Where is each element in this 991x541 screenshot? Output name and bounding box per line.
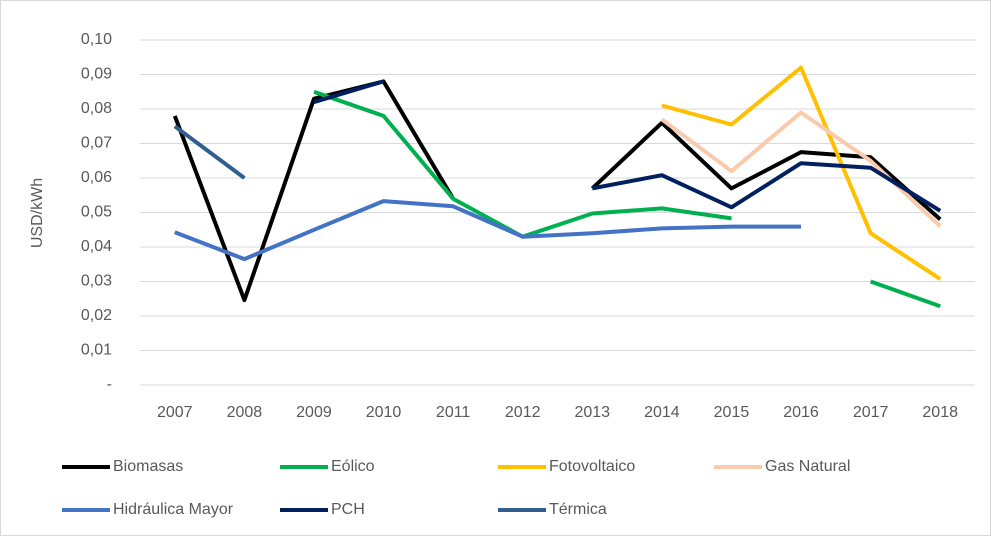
legend-label: Hidráulica Mayor <box>113 501 234 518</box>
legend-label: Eólico <box>331 458 375 475</box>
x-tick-label: 2014 <box>644 404 680 421</box>
series-line <box>174 199 801 262</box>
y-tick-label: 0,09 <box>81 66 112 83</box>
y-tick-label: 0,07 <box>81 135 112 152</box>
series-line <box>661 65 942 281</box>
x-tick-label: 2013 <box>574 404 610 421</box>
y-tick-label: 0,03 <box>81 273 112 290</box>
x-tick-label: 2018 <box>922 404 958 421</box>
x-tick-label: 2009 <box>296 404 332 421</box>
y-tick-label: - <box>107 376 112 393</box>
x-tick-label: 2010 <box>366 404 402 421</box>
x-tick-label: 2016 <box>783 404 819 421</box>
legend-label: Biomasas <box>113 458 183 475</box>
y-tick-label: 0,06 <box>81 169 112 186</box>
x-tick-label: 2007 <box>157 404 193 421</box>
x-tick-label: 2017 <box>853 404 889 421</box>
y-tick-label: 0,10 <box>81 31 112 48</box>
x-tick-label: 2011 <box>436 404 471 421</box>
x-tick-label: 2015 <box>714 404 750 421</box>
legend-label: Fotovoltaico <box>549 458 635 475</box>
legend-label: PCH <box>331 501 365 518</box>
legend-label: Térmica <box>549 501 607 518</box>
series-line <box>172 79 942 303</box>
series-line <box>173 124 246 180</box>
y-tick-label: 0,08 <box>81 100 112 117</box>
y-tick-label: 0,05 <box>81 204 112 221</box>
y-tick-label: 0,01 <box>81 342 112 359</box>
x-tick-label: 2012 <box>505 404 541 421</box>
y-tick-label: 0,02 <box>81 307 112 324</box>
legend-label: Gas Natural <box>765 458 850 475</box>
y-tick-label: 0,04 <box>81 238 112 255</box>
series-line <box>313 79 942 213</box>
y-axis-label: USD/kWh <box>29 178 46 248</box>
x-tick-label: 2008 <box>227 404 263 421</box>
